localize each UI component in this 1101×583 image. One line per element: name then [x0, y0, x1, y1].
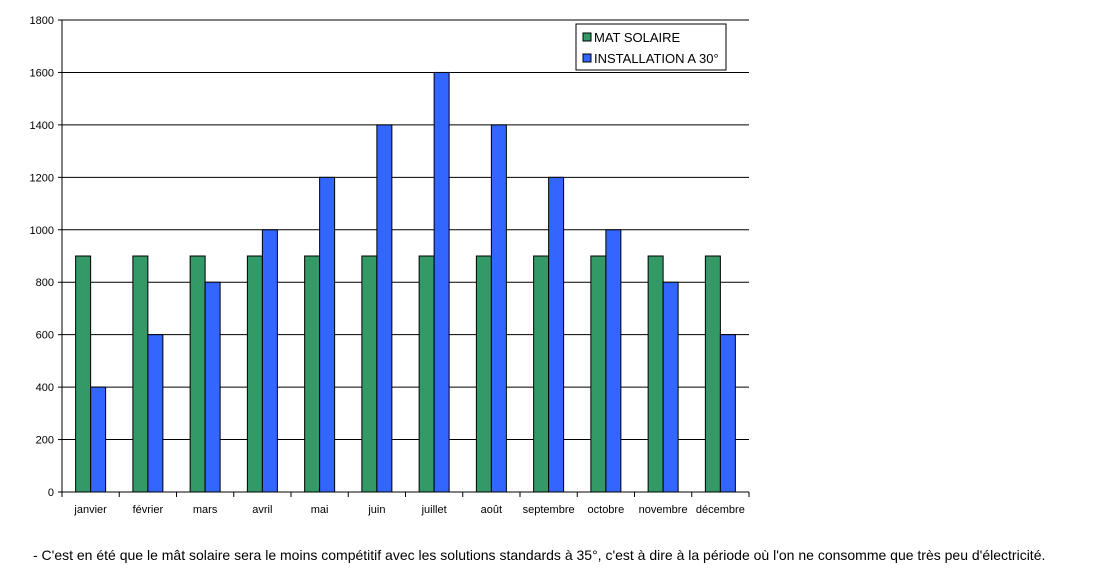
bar-installation-30-1 [90, 386, 107, 493]
legend-box [575, 23, 727, 71]
bar-installation-30-4 [261, 229, 278, 493]
bar-installation-30-7 [433, 71, 450, 493]
x-tick-label: septembre [523, 504, 575, 516]
bar-installation-30-12 [719, 334, 736, 493]
bar-chart: 0 200 400 600 800 1000 1200 1400 1600 1800 janvie… [30, 15, 750, 516]
y-tick-label: 600 [36, 330, 54, 342]
gridlines [62, 19, 749, 441]
legend-swatch [582, 53, 592, 63]
bar-installation-30-2 [147, 334, 164, 493]
legend-label: INSTALLATION A 30° [594, 51, 719, 66]
y-tick-labels: 0 200 400 600 800 1000 1200 1400 1600 1800 [30, 15, 54, 499]
bar-mat-solaire-7 [418, 255, 435, 493]
x-tick-label: février [133, 504, 164, 516]
x-tick-labels: janvier février mars avril mai juin juillet aoû… [73, 504, 744, 516]
bar-mat-solaire-1 [75, 255, 92, 493]
legend-swatch [582, 32, 592, 42]
bar-installation-30-5 [319, 176, 336, 493]
x-tick-label: juillet [421, 504, 447, 516]
bar-installation-30-6 [376, 124, 393, 493]
y-tick-label: 0 [48, 487, 54, 499]
bar-mat-solaire-12 [704, 255, 721, 493]
axes [58, 19, 750, 497]
bar-mat-solaire-3 [189, 255, 206, 493]
x-tick-label: mai [311, 504, 329, 516]
bar-mat-solaire-5 [304, 255, 321, 493]
x-tick-label: novembre [639, 504, 688, 516]
y-tick-label: 1400 [30, 120, 54, 132]
bar-mat-solaire-9 [533, 255, 550, 493]
bar-mat-solaire-10 [590, 255, 607, 493]
bars-group [75, 71, 736, 493]
bar-mat-solaire-6 [361, 255, 378, 493]
x-tick-label: avril [252, 504, 272, 516]
legend: MAT SOLAIRE INSTALLATION A 30° [575, 23, 727, 71]
bar-mat-solaire-2 [132, 255, 149, 493]
y-tick-label: 800 [36, 277, 54, 289]
y-tick-label: 1200 [30, 172, 54, 184]
bar-installation-30-9 [548, 176, 565, 493]
caption-text: - C'est en été que le mât solaire sera l… [33, 547, 1046, 563]
y-tick-label: 1800 [30, 15, 54, 27]
legend-label: MAT SOLAIRE [594, 30, 681, 45]
bar-installation-30-3 [204, 281, 221, 493]
x-tick-label: août [481, 504, 502, 516]
bar-installation-30-10 [605, 229, 622, 493]
y-tick-label: 400 [36, 382, 54, 394]
y-tick-label: 1000 [30, 225, 54, 237]
x-tick-label: janvier [73, 504, 107, 516]
bar-mat-solaire-11 [647, 255, 664, 493]
y-tick-label: 200 [36, 435, 54, 447]
bar-installation-30-11 [662, 281, 679, 493]
y-tick-label: 1600 [30, 67, 54, 79]
x-tick-label: mars [193, 504, 218, 516]
bar-mat-solaire-4 [246, 255, 263, 493]
x-tick-label: juin [367, 504, 385, 516]
bar-installation-30-8 [490, 124, 507, 493]
x-tick-label: décembre [696, 504, 745, 516]
bar-mat-solaire-8 [475, 255, 492, 493]
x-tick-label: octobre [588, 504, 625, 516]
